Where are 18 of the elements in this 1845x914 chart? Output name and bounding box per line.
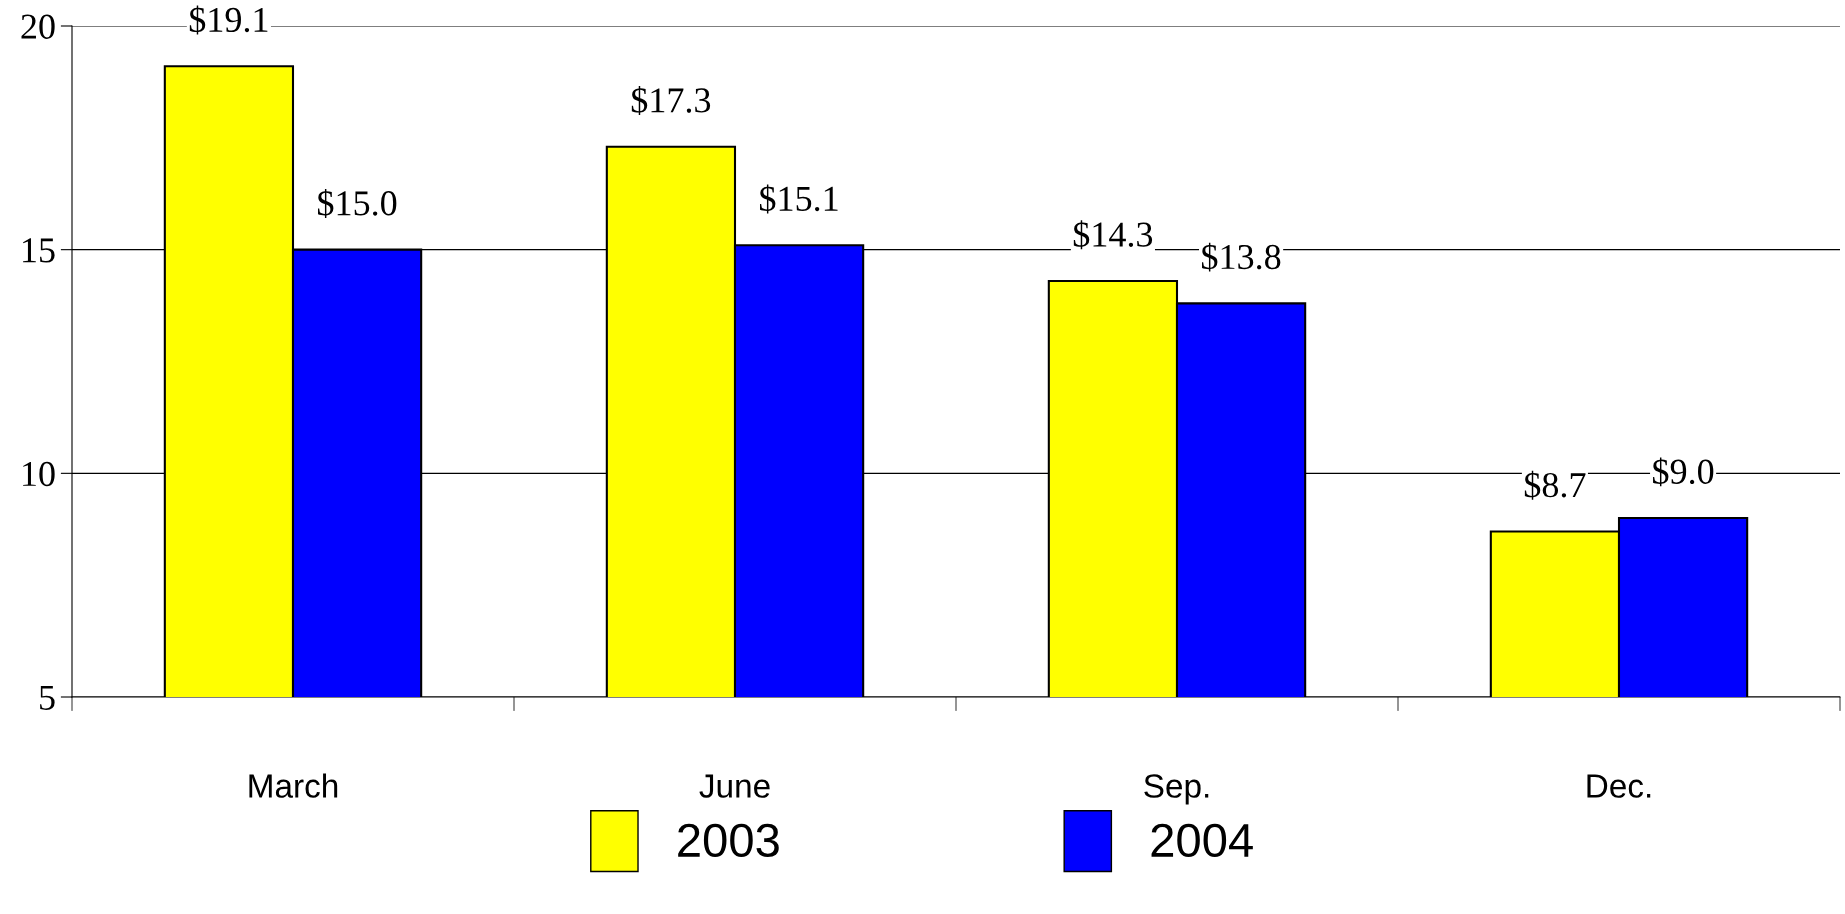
x-tick-label: March <box>249 773 338 798</box>
data-label: $19.1 <box>189 5 268 35</box>
data-label: $15.0 <box>318 188 397 218</box>
y-tick-label: 15 <box>23 238 55 263</box>
x-tick-label: Sep. <box>1144 774 1209 805</box>
legend-label: 2004 <box>1151 823 1253 858</box>
data-label: $17.3 <box>631 86 711 115</box>
x-tick-label: June <box>699 774 770 798</box>
y-tick-label: 5 <box>40 685 55 710</box>
y-tick-label: 20 <box>21 14 55 39</box>
legend-label: 2003 <box>678 823 779 858</box>
x-tick-label: Dec. <box>1587 774 1651 798</box>
y-tick-label: 10 <box>23 461 55 487</box>
data-label: $14.3 <box>1073 220 1153 250</box>
data-label: $9.0 <box>1653 457 1714 487</box>
data-label: $8.7 <box>1524 470 1586 500</box>
data-label: $15.1 <box>760 184 838 214</box>
data-label: $13.8 <box>1202 242 1281 272</box>
